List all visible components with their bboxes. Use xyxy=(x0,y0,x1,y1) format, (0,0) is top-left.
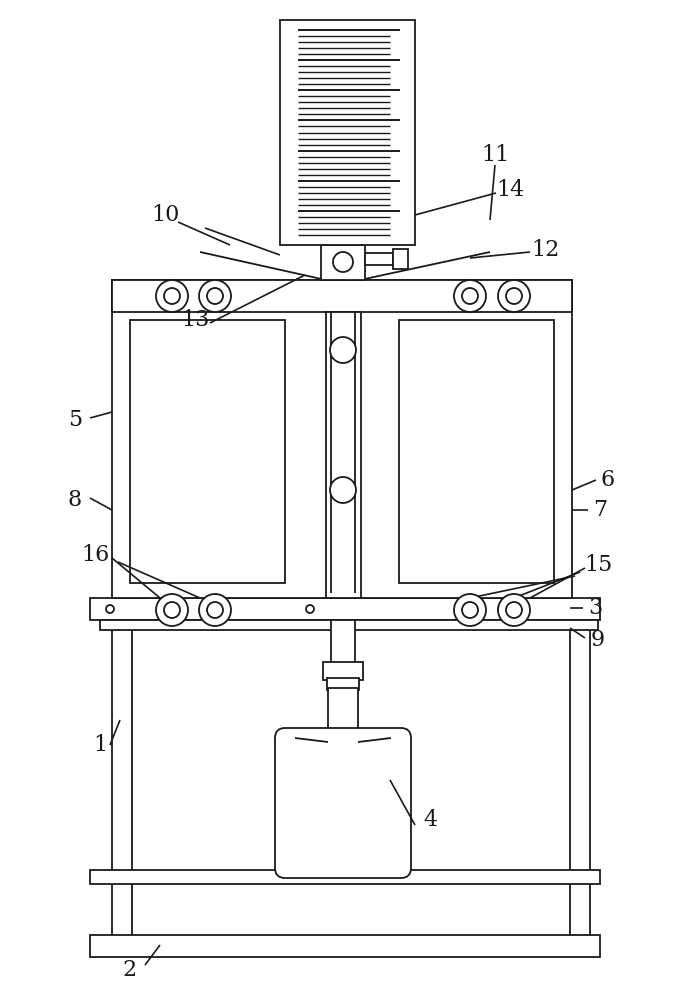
Bar xyxy=(112,600,132,950)
Bar xyxy=(321,245,365,280)
Text: 3: 3 xyxy=(588,597,602,619)
Circle shape xyxy=(306,605,314,613)
Bar xyxy=(365,253,393,265)
Text: 15: 15 xyxy=(584,554,612,576)
Bar xyxy=(90,870,600,884)
Text: 1: 1 xyxy=(93,734,107,756)
Bar xyxy=(280,20,415,245)
FancyBboxPatch shape xyxy=(275,728,411,878)
Circle shape xyxy=(506,288,522,304)
Text: 16: 16 xyxy=(81,544,109,566)
Text: 14: 14 xyxy=(496,179,524,201)
Circle shape xyxy=(454,280,486,312)
Circle shape xyxy=(156,280,188,312)
Text: 9: 9 xyxy=(591,629,605,651)
Circle shape xyxy=(462,602,478,618)
Circle shape xyxy=(506,602,522,618)
Text: 4: 4 xyxy=(423,809,437,831)
Text: 5: 5 xyxy=(68,409,82,431)
Circle shape xyxy=(207,288,223,304)
Circle shape xyxy=(498,594,530,626)
Bar xyxy=(331,620,355,665)
Text: 6: 6 xyxy=(601,469,615,491)
Text: 11: 11 xyxy=(481,144,509,166)
Circle shape xyxy=(199,280,231,312)
Bar xyxy=(570,600,590,950)
Circle shape xyxy=(164,602,180,618)
Bar xyxy=(333,150,353,245)
Circle shape xyxy=(462,288,478,304)
Circle shape xyxy=(207,602,223,618)
Circle shape xyxy=(498,280,530,312)
Bar xyxy=(100,620,598,630)
Bar xyxy=(323,662,363,680)
Text: 13: 13 xyxy=(181,309,209,331)
Circle shape xyxy=(164,288,180,304)
Text: 10: 10 xyxy=(151,204,179,226)
Text: 2: 2 xyxy=(123,959,137,981)
Text: 8: 8 xyxy=(68,489,82,511)
Bar xyxy=(112,280,572,312)
Bar xyxy=(327,678,359,690)
Circle shape xyxy=(330,477,356,503)
Bar xyxy=(399,320,554,583)
Bar xyxy=(326,312,361,598)
Circle shape xyxy=(199,594,231,626)
Circle shape xyxy=(454,594,486,626)
Text: 7: 7 xyxy=(593,499,607,521)
Circle shape xyxy=(333,252,353,272)
Bar xyxy=(328,688,358,743)
Circle shape xyxy=(330,337,356,363)
Text: 12: 12 xyxy=(531,239,559,261)
Bar xyxy=(112,280,572,598)
Bar xyxy=(393,249,408,269)
Circle shape xyxy=(106,605,114,613)
Bar xyxy=(90,598,600,620)
Bar xyxy=(130,320,285,583)
Circle shape xyxy=(498,605,506,613)
Bar xyxy=(90,935,600,957)
Circle shape xyxy=(156,594,188,626)
